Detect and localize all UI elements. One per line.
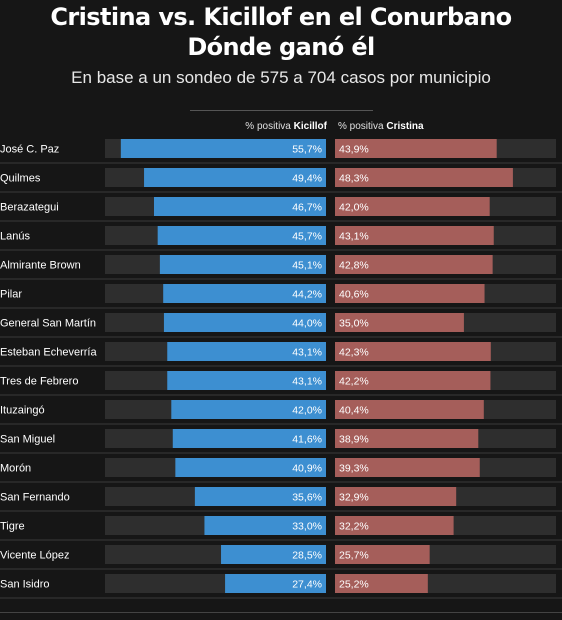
category-label: José C. Paz (0, 144, 59, 156)
kicillof-value-label: 43,1% (292, 347, 322, 359)
cristina-value-label: 40,6% (339, 289, 369, 301)
cristina-value-label: 40,4% (339, 405, 369, 417)
column-header-kicillof: % positiva Kicillof (245, 121, 327, 132)
kicillof-value-label: 28,5% (292, 550, 322, 562)
cristina-value-label: 25,7% (339, 550, 369, 562)
cristina-bar (335, 458, 480, 477)
kicillof-bar (194, 487, 326, 506)
cristina-bar (335, 168, 513, 187)
cristina-bar (335, 226, 494, 245)
cristina-value-label: 25,2% (339, 579, 369, 591)
cristina-value-label: 38,9% (339, 434, 369, 446)
kicillof-value-label: 45,1% (292, 260, 322, 272)
kicillof-bar (157, 226, 326, 245)
kicillof-value-label: 44,0% (292, 318, 322, 330)
cristina-bar (335, 139, 497, 158)
kicillof-value-label: 27,4% (292, 579, 322, 591)
cristina-value-label: 43,1% (339, 231, 369, 243)
category-label: Almirante Brown (0, 260, 81, 272)
category-label: Esteban Echeverría (0, 347, 97, 359)
kicillof-value-label: 42,0% (292, 405, 322, 417)
cristina-bar (335, 545, 430, 564)
kicillof-bar (144, 168, 326, 187)
cristina-bar (335, 313, 464, 332)
kicillof-value-label: 44,2% (292, 289, 322, 301)
cristina-value-label: 32,2% (339, 521, 369, 533)
kicillof-bar (221, 545, 326, 564)
cristina-value-label: 42,8% (339, 260, 369, 272)
kicillof-bar (172, 429, 326, 448)
cristina-bar (335, 429, 479, 448)
category-label: Morón (0, 463, 31, 475)
cristina-value-label: 32,9% (339, 492, 369, 504)
kicillof-value-label: 46,7% (292, 202, 322, 214)
cristina-bar (335, 255, 493, 274)
cristina-bar (335, 574, 428, 593)
kicillof-value-label: 45,7% (292, 231, 322, 243)
kicillof-value-label: 43,1% (292, 376, 322, 388)
category-label: Quilmes (0, 173, 41, 185)
chart-title-line2: Dónde ganó él (187, 33, 375, 61)
category-label: Tres de Febrero (0, 376, 78, 388)
kicillof-bar (175, 458, 326, 477)
cristina-value-label: 35,0% (339, 318, 369, 330)
kicillof-bar (153, 197, 326, 216)
kicillof-value-label: 40,9% (292, 463, 322, 475)
cristina-value-label: 43,9% (339, 144, 369, 156)
category-label: San Fernando (0, 492, 70, 504)
cristina-bar (335, 516, 454, 535)
cristina-value-label: 42,0% (339, 202, 369, 214)
category-label: Tigre (0, 521, 25, 533)
cristina-value-label: 48,3% (339, 173, 369, 185)
column-header-kicillof-name: Kicillof (293, 121, 327, 132)
chart-subtitle: En base a un sondeo de 575 a 704 casos p… (71, 68, 491, 87)
kicillof-value-label: 49,4% (292, 173, 322, 185)
kicillof-bar (167, 371, 326, 390)
category-label: Lanús (0, 231, 30, 243)
kicillof-bar (171, 400, 326, 419)
footer-divider (0, 612, 562, 613)
category-label: General San Martín (0, 318, 96, 330)
cristina-bar (335, 342, 491, 361)
column-header-cristina-prefix: % positiva (338, 121, 384, 132)
column-header-cristina-name: Cristina (386, 121, 424, 132)
cristina-value-label: 42,3% (339, 347, 369, 359)
category-label: Pilar (0, 289, 22, 301)
category-label: San Miguel (0, 434, 55, 446)
kicillof-bar (167, 342, 326, 361)
category-label: Berazategui (0, 202, 59, 214)
category-label: Ituzaingó (0, 405, 45, 417)
cristina-bar (335, 400, 484, 419)
cristina-bar (335, 284, 485, 303)
category-label: Vicente López (0, 550, 70, 562)
category-label: San Isidro (0, 579, 50, 591)
kicillof-bar (204, 516, 326, 535)
column-header-cristina: % positiva Cristina (338, 121, 424, 132)
kicillof-bar (159, 255, 326, 274)
kicillof-bar (225, 574, 326, 593)
subtitle-divider (190, 110, 373, 111)
cristina-value-label: 39,3% (339, 463, 369, 475)
kicillof-bar (120, 139, 326, 158)
kicillof-value-label: 55,7% (292, 144, 322, 156)
kicillof-value-label: 33,0% (292, 521, 322, 533)
kicillof-bar (163, 284, 326, 303)
cristina-bar (335, 371, 491, 390)
cristina-bar (335, 197, 490, 216)
cristina-bar (335, 487, 457, 506)
chart-title-line1: Cristina vs. Kicillof en el Conurbano (50, 3, 512, 31)
column-header-kicillof-prefix: % positiva (245, 121, 291, 132)
cristina-value-label: 42,2% (339, 376, 369, 388)
kicillof-bar (163, 313, 326, 332)
kicillof-value-label: 35,6% (292, 492, 322, 504)
kicillof-value-label: 41,6% (292, 434, 322, 446)
